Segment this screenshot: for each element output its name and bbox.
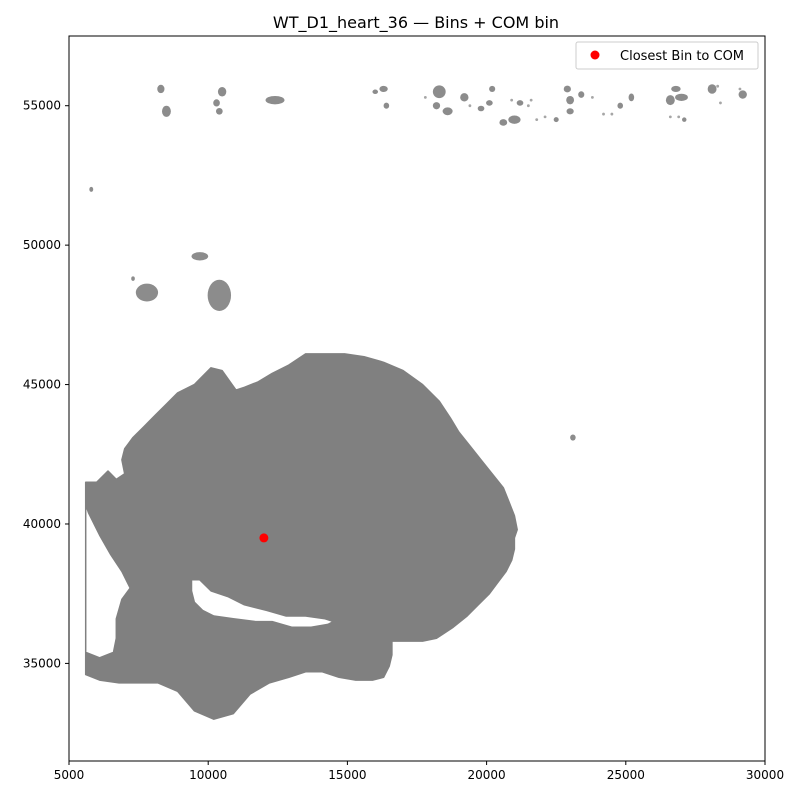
- tissue-bin-cluster: [157, 84, 165, 94]
- tissue-bin-cluster: [215, 107, 223, 115]
- x-tick-label: 10000: [189, 768, 227, 782]
- tissue-bin-cluster: [671, 85, 681, 93]
- y-axis: 35000 40000 45000 50000 55000: [23, 99, 69, 670]
- tissue-bin-point: [535, 118, 539, 122]
- tissue-bin-cluster: [566, 108, 574, 115]
- tissue-bin-cluster: [213, 99, 220, 107]
- tissue-bin-point: [590, 95, 594, 99]
- tissue-bin-point: [468, 104, 472, 108]
- tissue-bin-point: [668, 115, 672, 119]
- tissue-bin-point: [716, 84, 720, 88]
- x-tick-label: 30000: [746, 768, 784, 782]
- tissue-bin-cluster: [432, 102, 441, 110]
- tissue-bin-cluster: [682, 117, 687, 122]
- tissue-bin-point: [719, 101, 722, 105]
- tissue-bin-cluster: [442, 107, 453, 116]
- plot-area: [84, 84, 747, 720]
- tissue-bin-cluster: [191, 252, 209, 261]
- com-layer: [259, 533, 269, 543]
- tissue-bin-cluster: [432, 85, 446, 99]
- tissue-bin-point: [543, 115, 547, 119]
- tissue-bin-cluster: [265, 95, 285, 105]
- tissue-bin-cluster: [135, 283, 159, 302]
- tissue-bin-cluster: [379, 85, 388, 93]
- x-axis: 5000 10000 15000 20000 25000 30000: [54, 761, 784, 782]
- tissue-bin-cluster: [207, 279, 232, 311]
- chart-title: WT_D1_heart_36 — Bins + COM bin: [273, 13, 559, 33]
- y-tick-label: 55000: [23, 99, 61, 113]
- x-tick-label: 20000: [468, 768, 506, 782]
- tissue-bin-cluster: [738, 90, 747, 99]
- y-tick-label: 45000: [23, 378, 61, 392]
- legend-box: [575, 41, 759, 70]
- bins-layer: [84, 84, 747, 720]
- tissue-bin-cluster: [131, 276, 135, 281]
- legend: Closest Bin to COM: [575, 41, 759, 70]
- tissue-bin-point: [610, 112, 614, 116]
- tissue-bin-cluster: [217, 87, 227, 97]
- legend-marker-com: [590, 50, 600, 60]
- tissue-bin-cluster: [553, 117, 559, 123]
- tissue-bin-cluster: [563, 85, 571, 93]
- tissue-bin-cluster: [617, 102, 624, 109]
- x-tick-label: 25000: [607, 768, 645, 782]
- tissue-bin-cluster: [89, 186, 94, 192]
- tissue-bin-cluster: [570, 434, 576, 441]
- y-tick-label: 50000: [23, 238, 61, 252]
- tissue-bin-cluster: [628, 93, 635, 102]
- tissue-bin-cluster: [508, 115, 521, 124]
- y-tick-label: 35000: [23, 656, 61, 670]
- tissue-bin-point: [529, 98, 533, 102]
- tissue-bin-point: [677, 115, 681, 119]
- tissue-bin-cluster: [383, 102, 390, 109]
- tissue-bin-cluster: [675, 93, 688, 101]
- tissue-bin-point: [602, 112, 605, 116]
- x-tick-label: 15000: [328, 768, 366, 782]
- tissue-bin-point: [526, 104, 530, 108]
- tissue-bin-cluster: [566, 95, 575, 105]
- axes-frame: [68, 35, 766, 762]
- tissue-bin-cluster: [161, 105, 171, 117]
- tissue-bin-cluster: [477, 105, 485, 112]
- tissue-bin-cluster: [665, 95, 675, 106]
- legend-label-com: Closest Bin to COM: [620, 49, 744, 64]
- tissue-bin-cluster: [372, 89, 379, 95]
- tissue-main-region: [84, 353, 518, 720]
- tissue-bin-cluster: [516, 100, 524, 106]
- tissue-bin-point: [423, 95, 427, 99]
- tissue-bin-cluster: [460, 93, 469, 102]
- tissue-bin-cluster: [499, 119, 508, 126]
- x-tick-label: 5000: [54, 768, 85, 782]
- y-tick-label: 40000: [23, 517, 61, 531]
- com-bin-marker: [259, 533, 269, 543]
- tissue-bin-point: [510, 98, 514, 102]
- tissue-bin-cluster: [578, 91, 585, 98]
- tissue-bin-point: [738, 87, 742, 91]
- tissue-bin-cluster: [707, 84, 717, 94]
- tissue-bin-cluster: [489, 85, 496, 93]
- tissue-bin-cluster: [486, 100, 493, 106]
